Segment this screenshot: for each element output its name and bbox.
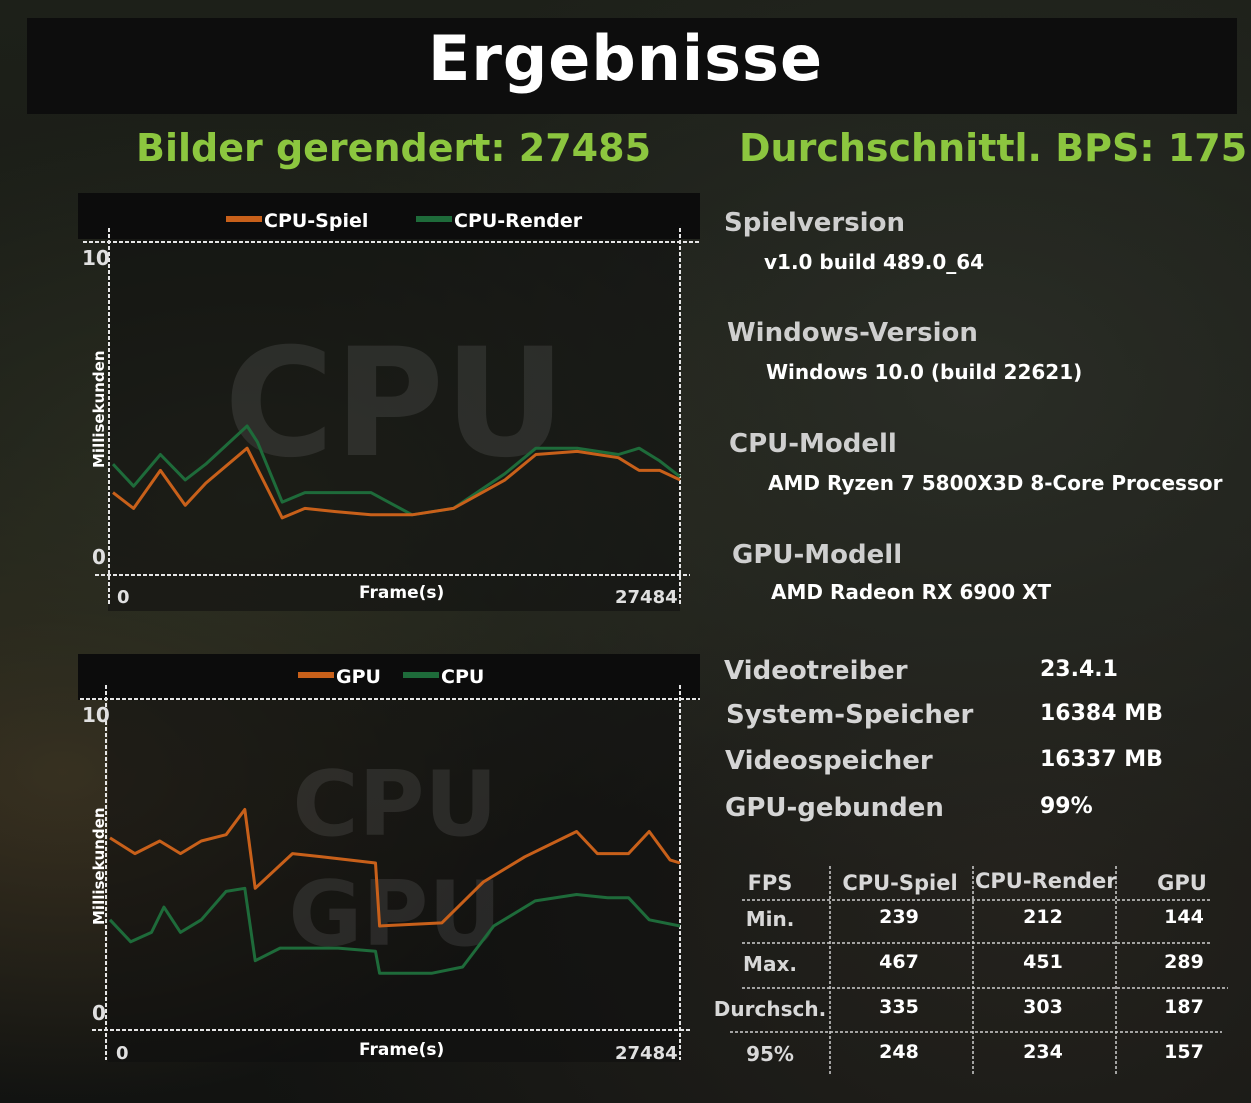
table-row-label-p95: 95%: [746, 1042, 794, 1066]
chart2-xleft: 0: [116, 1043, 129, 1064]
chart1-legend-cpu-render: CPU-Render: [416, 210, 582, 232]
chart1-ybottom: 0: [92, 545, 106, 569]
windows-version-label: Windows-Version: [727, 318, 978, 348]
table-row-label-avg: Durchsch.: [713, 997, 827, 1021]
chart1-header: [78, 193, 700, 239]
table-cell: 144: [1164, 906, 1204, 928]
chart1-xlabel: Frame(s): [359, 583, 445, 603]
windows-version-value: Windows 10.0 (build 22621): [766, 360, 1083, 384]
table-cell: 212: [1023, 906, 1063, 928]
game-version-label: Spielversion: [724, 208, 905, 238]
frames-rendered-stat: Bilder gerendert: 27485: [136, 126, 652, 170]
page-title: Ergebnisse: [428, 22, 823, 95]
table-row-label-min: Min.: [745, 907, 795, 931]
chart2-ylabel: Millisekunden: [90, 807, 108, 925]
video-driver-value: 23.4.1: [1040, 657, 1118, 682]
table-cell: 234: [1023, 1041, 1063, 1063]
table-cell: 248: [879, 1041, 919, 1063]
table-cell: 157: [1164, 1041, 1204, 1063]
chart1-xright: 27484: [615, 587, 678, 608]
table-cell: 467: [879, 951, 919, 973]
table-cell: 239: [879, 906, 919, 928]
chart1-ylabel: Millisekunden: [90, 350, 108, 468]
table-header-cpu-render: CPU-Render: [975, 869, 1117, 893]
table-cell: 335: [879, 996, 919, 1018]
table-row-label-max: Max.: [743, 952, 797, 976]
legend-swatch-green: [416, 215, 452, 222]
video-memory-value: 16337 MB: [1040, 747, 1163, 772]
cpu-model-label: CPU-Modell: [729, 429, 897, 459]
table-cell: 303: [1023, 996, 1063, 1018]
table-cell: 187: [1164, 996, 1204, 1018]
legend-swatch-green: [403, 671, 439, 678]
video-memory-label: Videospeicher: [725, 746, 933, 776]
gpu-model-value: AMD Radeon RX 6900 XT: [771, 580, 1052, 604]
avg-fps-stat: Durchschnittl. BPS: 175: [739, 126, 1248, 170]
chart2-ytop: 10: [82, 703, 110, 727]
video-driver-label: Videotreiber: [724, 656, 908, 686]
legend-swatch-orange: [226, 215, 262, 222]
legend-swatch-orange: [298, 671, 334, 678]
table-cell: 451: [1023, 951, 1063, 973]
table-header-gpu: GPU: [1157, 871, 1207, 895]
chart2-legend-cpu: CPU: [403, 666, 484, 688]
chart1-ytop: 10: [82, 246, 110, 270]
table-cell: 289: [1164, 951, 1204, 973]
chart1-legend-cpu-spiel: CPU-Spiel: [226, 210, 368, 232]
cpu-model-value: AMD Ryzen 7 5800X3D 8-Core Processor: [768, 471, 1223, 495]
gpu-model-label: GPU-Modell: [732, 540, 903, 570]
game-version-value: v1.0 build 489.0_64: [764, 250, 985, 274]
chart1-body: [108, 239, 680, 611]
title-bar: [27, 18, 1237, 114]
system-memory-label: System-Speicher: [726, 700, 974, 730]
table-header-fps: FPS: [747, 871, 793, 895]
chart2-xright: 27484: [615, 1043, 678, 1064]
chart2-legend-gpu: GPU: [298, 666, 381, 688]
gpu-bound-label: GPU-gebunden: [725, 793, 944, 823]
table-header-cpu-spiel: CPU-Spiel: [842, 871, 958, 895]
system-memory-value: 16384 MB: [1040, 701, 1163, 726]
chart2-xlabel: Frame(s): [359, 1040, 445, 1060]
chart1-xleft: 0: [117, 587, 130, 608]
gpu-bound-value: 99%: [1040, 794, 1093, 819]
chart2-ybottom: 0: [92, 1001, 106, 1025]
chart2-header: [78, 654, 700, 700]
chart2-body: [108, 700, 680, 1062]
